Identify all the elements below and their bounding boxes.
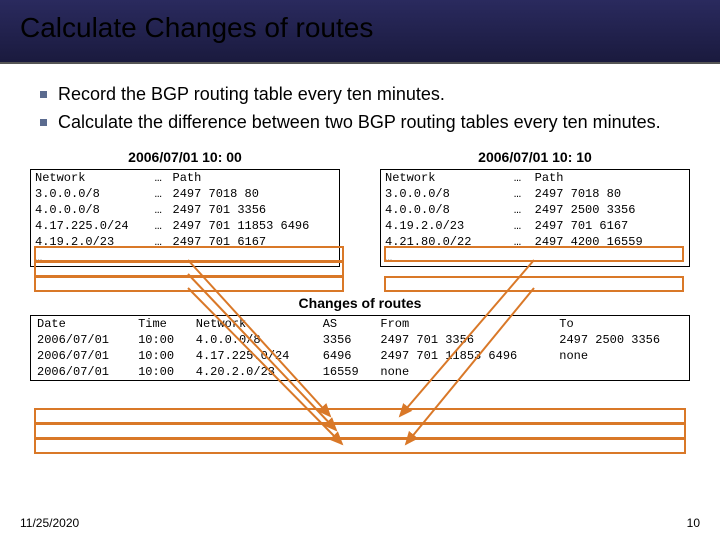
highlight-box	[384, 276, 684, 292]
table-row: 2006/07/0110:004.0.0.0/833562497 701 335…	[31, 332, 690, 348]
page-number: 10	[687, 516, 700, 530]
changes-caption: Changes of routes	[0, 295, 720, 311]
col-header: AS	[317, 315, 375, 332]
col-header: Date	[31, 315, 133, 332]
highlight-box	[34, 408, 686, 424]
col-header: From	[374, 315, 553, 332]
table-row: 4.21.80.0/22…2497 4200 16559	[381, 234, 690, 250]
bullet-item: Record the BGP routing table every ten m…	[30, 82, 690, 106]
table-header-row: Date Time Network AS From To	[31, 315, 690, 332]
highlight-box	[34, 423, 686, 439]
left-table-caption: 2006/07/01 10: 00	[30, 149, 340, 165]
col-header: …	[510, 169, 531, 186]
right-table: Network … Path 3.0.0.0/8…2497 7018 80 4.…	[380, 169, 690, 267]
bullet-item: Calculate the difference between two BGP…	[30, 110, 690, 134]
table-row: 2006/07/0110:004.20.2.0/2316559none	[31, 364, 690, 381]
table-row: 4.19.2.0/23…2497 701 6167	[381, 218, 690, 234]
right-table-block: 2006/07/01 10: 10 Network … Path 3.0.0.0…	[380, 149, 690, 267]
col-header: Network	[31, 169, 151, 186]
col-header: Path	[169, 169, 340, 186]
table-row: …	[31, 250, 340, 267]
left-table-block: 2006/07/01 10: 00 Network … Path 3.0.0.0…	[30, 149, 340, 267]
table-header-row: Network … Path	[381, 169, 690, 186]
col-header: Path	[531, 169, 690, 186]
table-row: 4.17.225.0/24…2497 701 11853 6496	[31, 218, 340, 234]
bullet-list: Record the BGP routing table every ten m…	[30, 82, 690, 135]
table-row: 4.19.2.0/23…2497 701 6167	[31, 234, 340, 250]
col-header: To	[553, 315, 689, 332]
table-header-row: Network … Path	[31, 169, 340, 186]
left-table: Network … Path 3.0.0.0/8…2497 7018 80 4.…	[30, 169, 340, 267]
col-header: Network	[381, 169, 510, 186]
col-header: …	[151, 169, 169, 186]
footer: 11/25/2020 10	[20, 516, 700, 530]
table-row: 4.0.0.0/8…2497 701 3356	[31, 202, 340, 218]
table-row: 2006/07/0110:004.17.225.0/2464962497 701…	[31, 348, 690, 364]
table-row: …	[381, 250, 690, 267]
table-row: 3.0.0.0/8…2497 7018 80	[31, 186, 340, 202]
table-row: 3.0.0.0/8…2497 7018 80	[381, 186, 690, 202]
tables-row: 2006/07/01 10: 00 Network … Path 3.0.0.0…	[0, 149, 720, 267]
changes-table: Date Time Network AS From To 2006/07/011…	[30, 315, 690, 381]
col-header: Time	[132, 315, 190, 332]
footer-date: 11/25/2020	[20, 516, 79, 530]
slide-title: Calculate Changes of routes	[0, 0, 373, 44]
highlight-box	[34, 276, 344, 292]
content-area: Record the BGP routing table every ten m…	[0, 64, 720, 135]
highlight-box	[34, 438, 686, 454]
col-header: Network	[190, 315, 317, 332]
right-table-caption: 2006/07/01 10: 10	[380, 149, 690, 165]
table-row: 4.0.0.0/8…2497 2500 3356	[381, 202, 690, 218]
